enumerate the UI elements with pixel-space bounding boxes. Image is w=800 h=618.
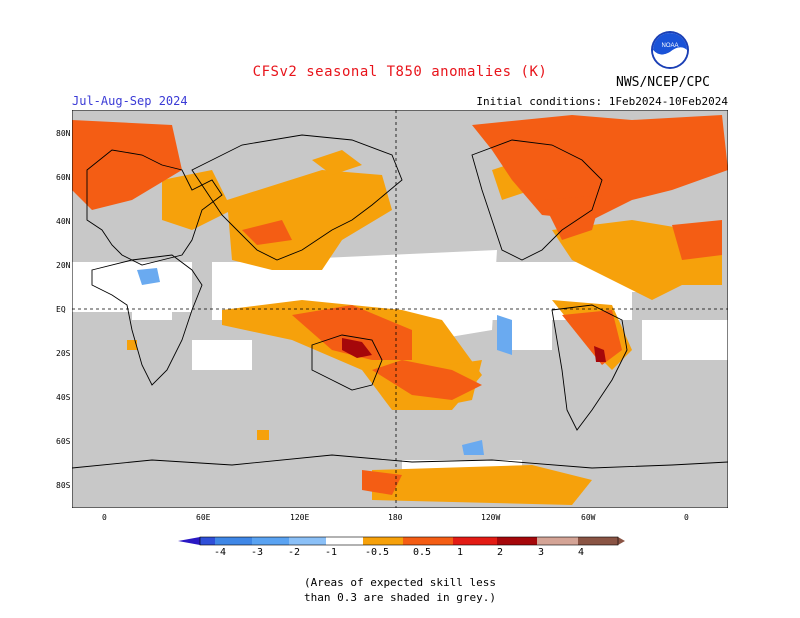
red-orange-anomaly-regions <box>72 115 728 495</box>
colorbar <box>178 536 625 546</box>
africa-outline <box>91 254 203 386</box>
lat-label-20s: 20S <box>56 349 71 358</box>
australia-outline <box>311 334 383 391</box>
colorbar-right-arrow <box>618 537 625 545</box>
colorbar-outline <box>199 536 619 546</box>
colorbar-label-neg2: -2 <box>288 547 301 558</box>
colorbar-swatch-2 <box>252 537 289 545</box>
europe-asia-west-outline <box>86 149 223 266</box>
lon-label-0-east: 0 <box>684 513 689 522</box>
colorbar-left-arrow <box>178 537 200 545</box>
colorbar-label-pos4: 4 <box>578 547 585 558</box>
lon-label-180: 180 <box>388 513 403 522</box>
noaa-logo-icon: NOAA <box>651 31 689 69</box>
logo-text: NOAA <box>661 43 678 49</box>
colorbar-label-pos1: 1 <box>457 547 464 558</box>
lat-label-60n: 60N <box>56 173 71 182</box>
colorbar-swatch-4 <box>326 537 363 545</box>
colorbar-label-neg3: -3 <box>251 547 264 558</box>
blue-anomaly-regions <box>137 268 512 455</box>
colorbar-swatch-10 <box>578 537 618 545</box>
initial-conditions-label: Initial conditions: 1Feb2024-10Feb2024 <box>476 95 728 108</box>
south-america-outline <box>551 304 628 431</box>
colorbar-swatch-8 <box>497 537 537 545</box>
footnote: (Areas of expected skill less than 0.3 a… <box>0 575 800 605</box>
colorbar-label-pos2: 2 <box>497 547 504 558</box>
lat-label-40n: 40N <box>56 217 71 226</box>
colorbar-swatch-0 <box>200 537 215 545</box>
lon-label-120e: 120E <box>290 513 310 522</box>
colorbar-swatch-7 <box>453 537 497 545</box>
lat-label-eq: EQ <box>56 305 66 314</box>
antarctica-outline <box>72 454 728 469</box>
map-title: CFSv2 seasonal T850 anomalies (K) <box>252 64 548 80</box>
colorbar-swatch-1 <box>215 537 252 545</box>
continent-outlines <box>72 134 728 469</box>
period-label: Jul-Aug-Sep 2024 <box>72 94 188 108</box>
anomaly-map <box>72 110 728 508</box>
colorbar-label-neg1: -1 <box>325 547 338 558</box>
lat-label-80s: 80S <box>56 481 71 490</box>
lon-label-60e: 60E <box>196 513 211 522</box>
lon-label-60w: 60W <box>581 513 596 522</box>
lat-label-40s: 40S <box>56 393 71 402</box>
lon-label-0: 0 <box>102 513 107 522</box>
colorbar-swatch-5 <box>363 537 403 545</box>
colorbar-label-pos05: 0.5 <box>413 547 432 558</box>
asia-outline <box>191 134 403 261</box>
dark-red-anomaly-cores <box>342 338 606 362</box>
lat-label-60s: 60S <box>56 437 71 446</box>
lat-label-80n: 80N <box>56 129 71 138</box>
colorbar-label-neg05: -0.5 <box>365 547 390 558</box>
north-america-outline <box>471 139 603 261</box>
footnote-line-1: (Areas of expected skill less <box>303 576 497 589</box>
lat-label-20n: 20N <box>56 261 71 270</box>
agency-label: NWS/NCEP/CPC <box>616 75 710 90</box>
colorbar-label-neg4: -4 <box>214 547 227 558</box>
colorbar-swatch-6 <box>403 537 453 545</box>
lon-label-120w: 120W <box>481 513 501 522</box>
colorbar-label-pos3: 3 <box>538 547 545 558</box>
footnote-line-2: than 0.3 are shaded in grey.) <box>303 591 497 604</box>
colorbar-swatch-9 <box>537 537 578 545</box>
colorbar-swatch-3 <box>289 537 326 545</box>
